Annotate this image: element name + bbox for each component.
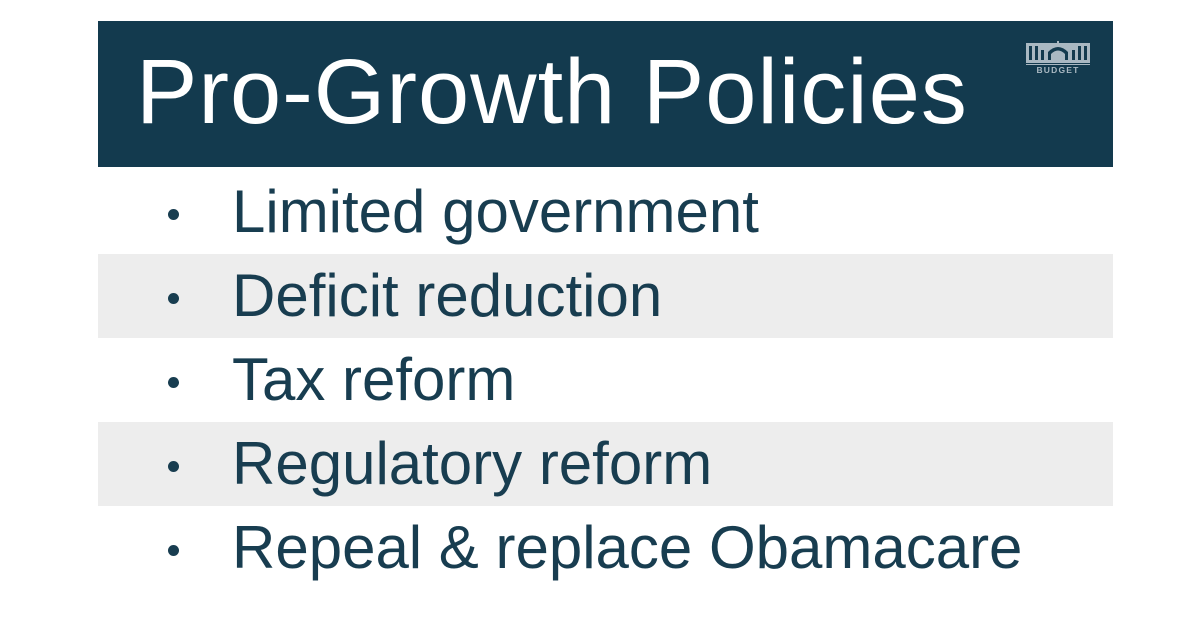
title-bar: Pro-Growth Policies [98,21,1113,167]
list-item-label: Regulatory reform [232,430,713,497]
list-item: Regulatory reform [98,422,1113,506]
list-item: Tax reform [98,338,1113,422]
logo-label: BUDGET [1036,65,1079,75]
list-item-label: Tax reform [232,346,516,413]
slide: Pro-Growth Policies [98,21,1113,611]
list-item: Deficit reduction [98,254,1113,338]
page-title: Pro-Growth Policies [136,41,968,143]
bullet-icon [168,209,179,220]
list-item-label: Deficit reduction [232,262,663,329]
bullet-icon [168,545,179,556]
list-item: Limited government [98,170,1113,254]
budget-logo: BUDGET [1026,35,1090,75]
policy-list: Limited government Deficit reduction Tax… [98,170,1113,590]
bullet-icon [168,377,179,388]
bullet-icon [168,293,179,304]
list-item: Repeal & replace Obamacare [98,506,1113,590]
list-item-label: Limited government [232,178,759,245]
bullet-icon [168,461,179,472]
capitol-building-icon: BUDGET [1026,41,1090,75]
list-item-label: Repeal & replace Obamacare [232,514,1023,581]
